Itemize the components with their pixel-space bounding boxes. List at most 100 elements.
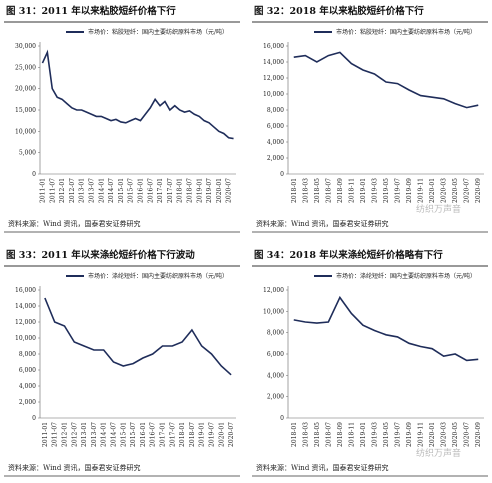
x-tick-label: 2019-11 <box>418 178 425 203</box>
watermark: 纺织万声音 <box>416 203 461 215</box>
x-tick-label: 2018-07 <box>325 422 332 447</box>
x-tick-label: 2020-05 <box>452 178 459 203</box>
x-tick-label: 2011-07 <box>52 422 59 447</box>
x-tick-label: 2018-01 <box>179 422 186 447</box>
chart-title: 图 33：2011 年以来涤纶短纤价格下行波动 <box>6 249 195 261</box>
x-tick-label: 2019-01 <box>199 422 206 447</box>
x-tick-label: 2016-01 <box>140 422 147 447</box>
source-note: 资料来源：Wind 资讯，国泰君安证券研究 <box>8 463 141 472</box>
x-tick-label: 2012-07 <box>71 422 78 447</box>
source-note: 资料来源：Wind 资讯，国泰君安证券研究 <box>256 219 389 228</box>
legend-label: 市场价：涤纶短纤：国内主要纺织原料市场（元/吨） <box>336 272 476 280</box>
y-tick-label: 14,000 <box>15 303 36 310</box>
x-tick-label: 2017-07 <box>169 422 176 447</box>
y-tick-label: 6,000 <box>267 123 284 130</box>
x-tick-label: 2018-07 <box>186 178 193 203</box>
x-tick-label: 2019-01 <box>196 178 203 203</box>
x-tick-label: 2020-09 <box>475 422 482 447</box>
line-series <box>44 297 232 376</box>
x-tick-label: 2011-01 <box>39 178 46 203</box>
x-tick-label: 2020-01 <box>429 422 436 447</box>
x-tick-label: 2020-01 <box>218 422 225 447</box>
y-tick-label: 14,000 <box>263 59 284 66</box>
x-tick-label: 2019-03 <box>371 178 378 203</box>
y-tick-label: 8,000 <box>267 107 284 114</box>
legend-label: 市场价：涤纶短纤：国内主要纺织原料市场（元/吨） <box>88 272 228 280</box>
x-tick-label: 2019-01 <box>360 178 367 203</box>
x-tick-label: 2020-07 <box>226 178 233 203</box>
watermark: 纺织万声音 <box>416 447 461 459</box>
chart-title: 图 34：2018 年以来涤纶短纤价格略有下行 <box>254 249 443 261</box>
x-tick-label: 2019-07 <box>395 178 402 203</box>
y-tick-label: 10,000 <box>263 308 284 315</box>
x-tick-label: 2018-11 <box>348 178 355 203</box>
y-tick-label: 12,000 <box>15 319 36 326</box>
chart-title: 图 31：2011 年以来粘胶短纤价格下行 <box>6 5 176 17</box>
x-tick-label: 2011-01 <box>42 422 49 447</box>
x-tick-label: 2015-07 <box>130 422 137 447</box>
y-tick-label: 2,000 <box>267 155 284 162</box>
x-tick-label: 2016-07 <box>150 422 157 447</box>
x-tick-label: 2020-07 <box>228 422 235 447</box>
x-tick-label: 2016-07 <box>147 178 154 203</box>
y-tick-label: 20,000 <box>15 86 36 93</box>
x-tick-label: 2019-09 <box>406 178 413 203</box>
x-tick-label: 2019-05 <box>383 178 390 203</box>
y-tick-label: 4,000 <box>267 372 284 379</box>
x-tick-label: 2019-05 <box>383 422 390 447</box>
chart-title: 图 32：2018 年以来粘胶短纤价格下行 <box>254 5 424 17</box>
x-tick-label: 2013-01 <box>81 422 88 447</box>
x-tick-label: 2018-09 <box>337 178 344 203</box>
x-tick-label: 2019-11 <box>418 422 425 447</box>
legend-label: 市场价：粘胶短纤：国内主要纺织原料市场（元/吨） <box>88 28 228 36</box>
y-tick-label: 8,000 <box>267 330 284 337</box>
x-tick-label: 2014-01 <box>101 422 108 447</box>
y-tick-label: 30,000 <box>15 43 36 50</box>
source-note: 资料来源：Wind 资讯，国泰君安证券研究 <box>256 463 389 472</box>
y-tick-label: 0 <box>280 415 284 422</box>
y-tick-label: 10,000 <box>263 91 284 98</box>
x-tick-label: 2020-03 <box>441 422 448 447</box>
x-tick-label: 2019-07 <box>206 178 213 203</box>
source-note: 资料来源：Wind 资讯，国泰君安证券研究 <box>8 219 141 228</box>
x-tick-label: 2012-01 <box>62 422 69 447</box>
x-tick-label: 2020-03 <box>441 178 448 203</box>
x-tick-label: 2014-01 <box>98 178 105 203</box>
x-tick-label: 2015-01 <box>118 178 125 203</box>
x-tick-label: 2017-01 <box>157 178 164 203</box>
x-tick-label: 2018-01 <box>291 422 298 447</box>
y-tick-label: 6,000 <box>19 367 36 374</box>
x-tick-label: 2018-03 <box>302 422 309 447</box>
x-tick-label: 2016-01 <box>137 178 144 203</box>
x-tick-label: 2018-05 <box>314 178 321 203</box>
y-tick-label: 0 <box>32 171 36 178</box>
x-tick-label: 2018-03 <box>302 178 309 203</box>
y-tick-label: 5,000 <box>19 150 36 157</box>
x-tick-label: 2019-07 <box>209 422 216 447</box>
x-tick-label: 2020-05 <box>452 422 459 447</box>
y-tick-label: 15,000 <box>15 107 36 114</box>
y-tick-label: 2,000 <box>267 394 284 401</box>
x-tick-label: 2019-01 <box>360 422 367 447</box>
x-tick-label: 2018-01 <box>177 178 184 203</box>
x-tick-label: 2017-07 <box>167 178 174 203</box>
x-tick-label: 2018-05 <box>314 422 321 447</box>
x-tick-label: 2014-07 <box>111 422 118 447</box>
y-tick-label: 4,000 <box>267 139 284 146</box>
x-tick-label: 2020-01 <box>429 178 436 203</box>
y-tick-label: 12,000 <box>263 75 284 82</box>
line-series <box>293 295 479 362</box>
x-tick-label: 2018-01 <box>291 178 298 203</box>
y-tick-label: 10,000 <box>15 335 36 342</box>
x-tick-label: 2014-07 <box>108 178 115 203</box>
x-tick-label: 2015-07 <box>128 178 135 203</box>
x-tick-label: 2018-07 <box>325 178 332 203</box>
x-tick-label: 2020-09 <box>475 178 482 203</box>
x-tick-label: 2013-07 <box>91 422 98 447</box>
y-tick-label: 2,000 <box>19 399 36 406</box>
y-tick-label: 6,000 <box>267 351 284 358</box>
x-tick-label: 2020-07 <box>464 178 471 203</box>
legend-label: 市场价：粘胶短纤：国内主要纺织原料市场（元/吨） <box>336 28 476 36</box>
x-tick-label: 2019-03 <box>371 422 378 447</box>
x-tick-label: 2019-07 <box>395 422 402 447</box>
